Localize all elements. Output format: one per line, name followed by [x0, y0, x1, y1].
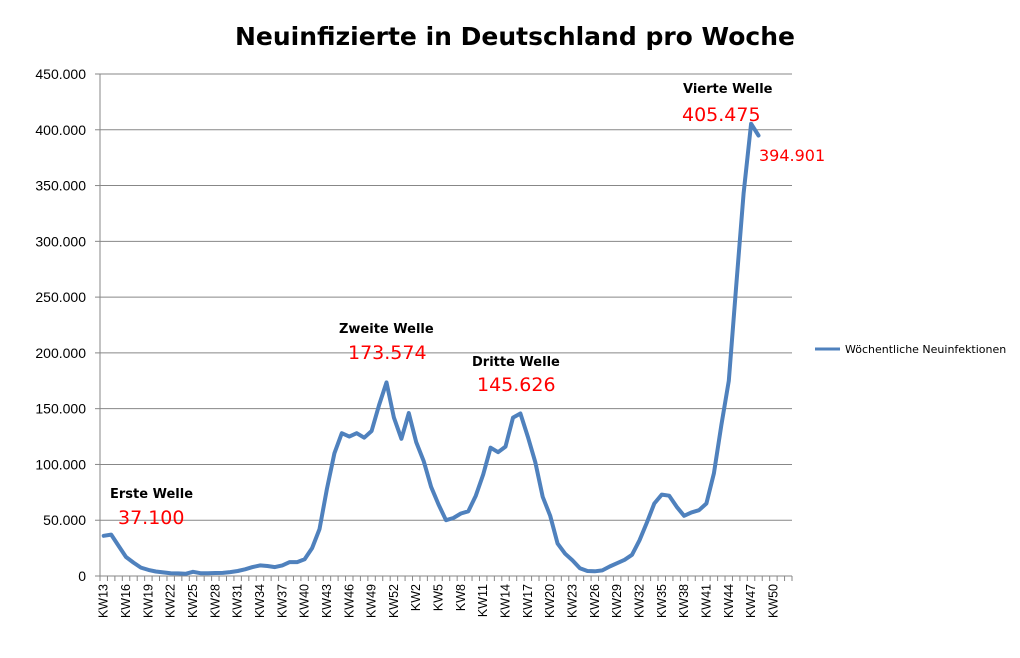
x-tick-label: KW47 [744, 584, 758, 618]
y-tick-label: 350.000 [35, 178, 86, 194]
x-tick-label: KW52 [387, 584, 401, 618]
data-points [103, 123, 759, 574]
y-axis: 0 50.000 100.000 150.000 200.000 250.000 300.0… [35, 66, 101, 584]
x-tick-label: KW2 [409, 584, 423, 611]
x-tick-label: KW37 [275, 584, 289, 618]
y-tick-label: 0 [78, 568, 86, 584]
series-line [101, 121, 761, 576]
x-tick-label: KW41 [699, 584, 713, 618]
y-tick-label: 200.000 [35, 345, 86, 361]
legend: Wöchentliche Neuinfektionen [815, 343, 1006, 356]
x-tick-label: KW32 [632, 584, 646, 618]
annotation-label-zweite-welle: Zweite Welle [339, 322, 434, 337]
x-tick-label: KW19 [141, 584, 155, 618]
legend-label: Wöchentliche Neuinfektionen [845, 343, 1006, 356]
y-tick-label: 250.000 [35, 289, 86, 305]
x-tick-label: KW22 [164, 584, 178, 618]
x-tick-label: KW28 [208, 584, 222, 618]
y-tick-label: 150.000 [35, 401, 86, 417]
x-tick-label: KW35 [655, 584, 669, 618]
annotation-value-vierte-welle: 405.475 [682, 104, 761, 126]
x-tick-label: KW34 [253, 584, 267, 618]
y-tick-label: 50.000 [43, 512, 86, 528]
x-tick-label: KW20 [543, 584, 557, 618]
y-tick-label: 300.000 [35, 233, 86, 249]
chart-title: Neuinfizierte in Deutschland pro Woche [235, 22, 795, 51]
x-tick-label: KW13 [97, 584, 111, 618]
x-tick-label: KW23 [565, 584, 579, 618]
x-tick-label: KW26 [588, 584, 602, 618]
x-tick-label: KW50 [766, 584, 780, 618]
annotation-value-last-week: 394.901 [759, 146, 825, 165]
x-tick-label: KW8 [454, 584, 468, 611]
y-tick-label: 100.000 [35, 456, 86, 472]
x-axis: KW13 KW16 KW19 KW22 KW25 KW28 KW31 KW34 KW37 KW40… [97, 575, 793, 618]
x-tick-label: KW44 [722, 584, 736, 618]
x-tick-label: KW16 [119, 584, 133, 618]
annotation-label-erste-welle: Erste Welle [110, 487, 193, 502]
x-tick-label: KW43 [320, 584, 334, 618]
x-tick-label: KW46 [342, 584, 356, 618]
x-tick-label: KW14 [499, 584, 513, 618]
x-tick-label: KW29 [610, 584, 624, 618]
x-tick-label: KW11 [476, 584, 490, 617]
annotation-value-erste-welle: 37.100 [118, 507, 184, 529]
y-tick-label: 450.000 [35, 66, 86, 82]
x-tick-label: KW25 [186, 584, 200, 618]
gridlines [100, 73, 792, 521]
annotation-value-dritte-welle: 145.626 [477, 374, 556, 396]
x-tick-label: KW49 [365, 584, 379, 618]
x-tick-label: KW38 [677, 584, 691, 618]
annotation-value-zweite-welle: 173.574 [348, 342, 427, 364]
x-tick-label: KW17 [521, 584, 535, 618]
x-tick-label: KW40 [298, 584, 312, 618]
annotation-label-vierte-welle: Vierte Welle [683, 82, 773, 97]
x-tick-label: KW5 [432, 584, 446, 611]
y-tick-label: 400.000 [35, 122, 86, 138]
annotation-label-dritte-welle: Dritte Welle [472, 355, 560, 370]
x-tick-label: KW31 [231, 584, 245, 618]
